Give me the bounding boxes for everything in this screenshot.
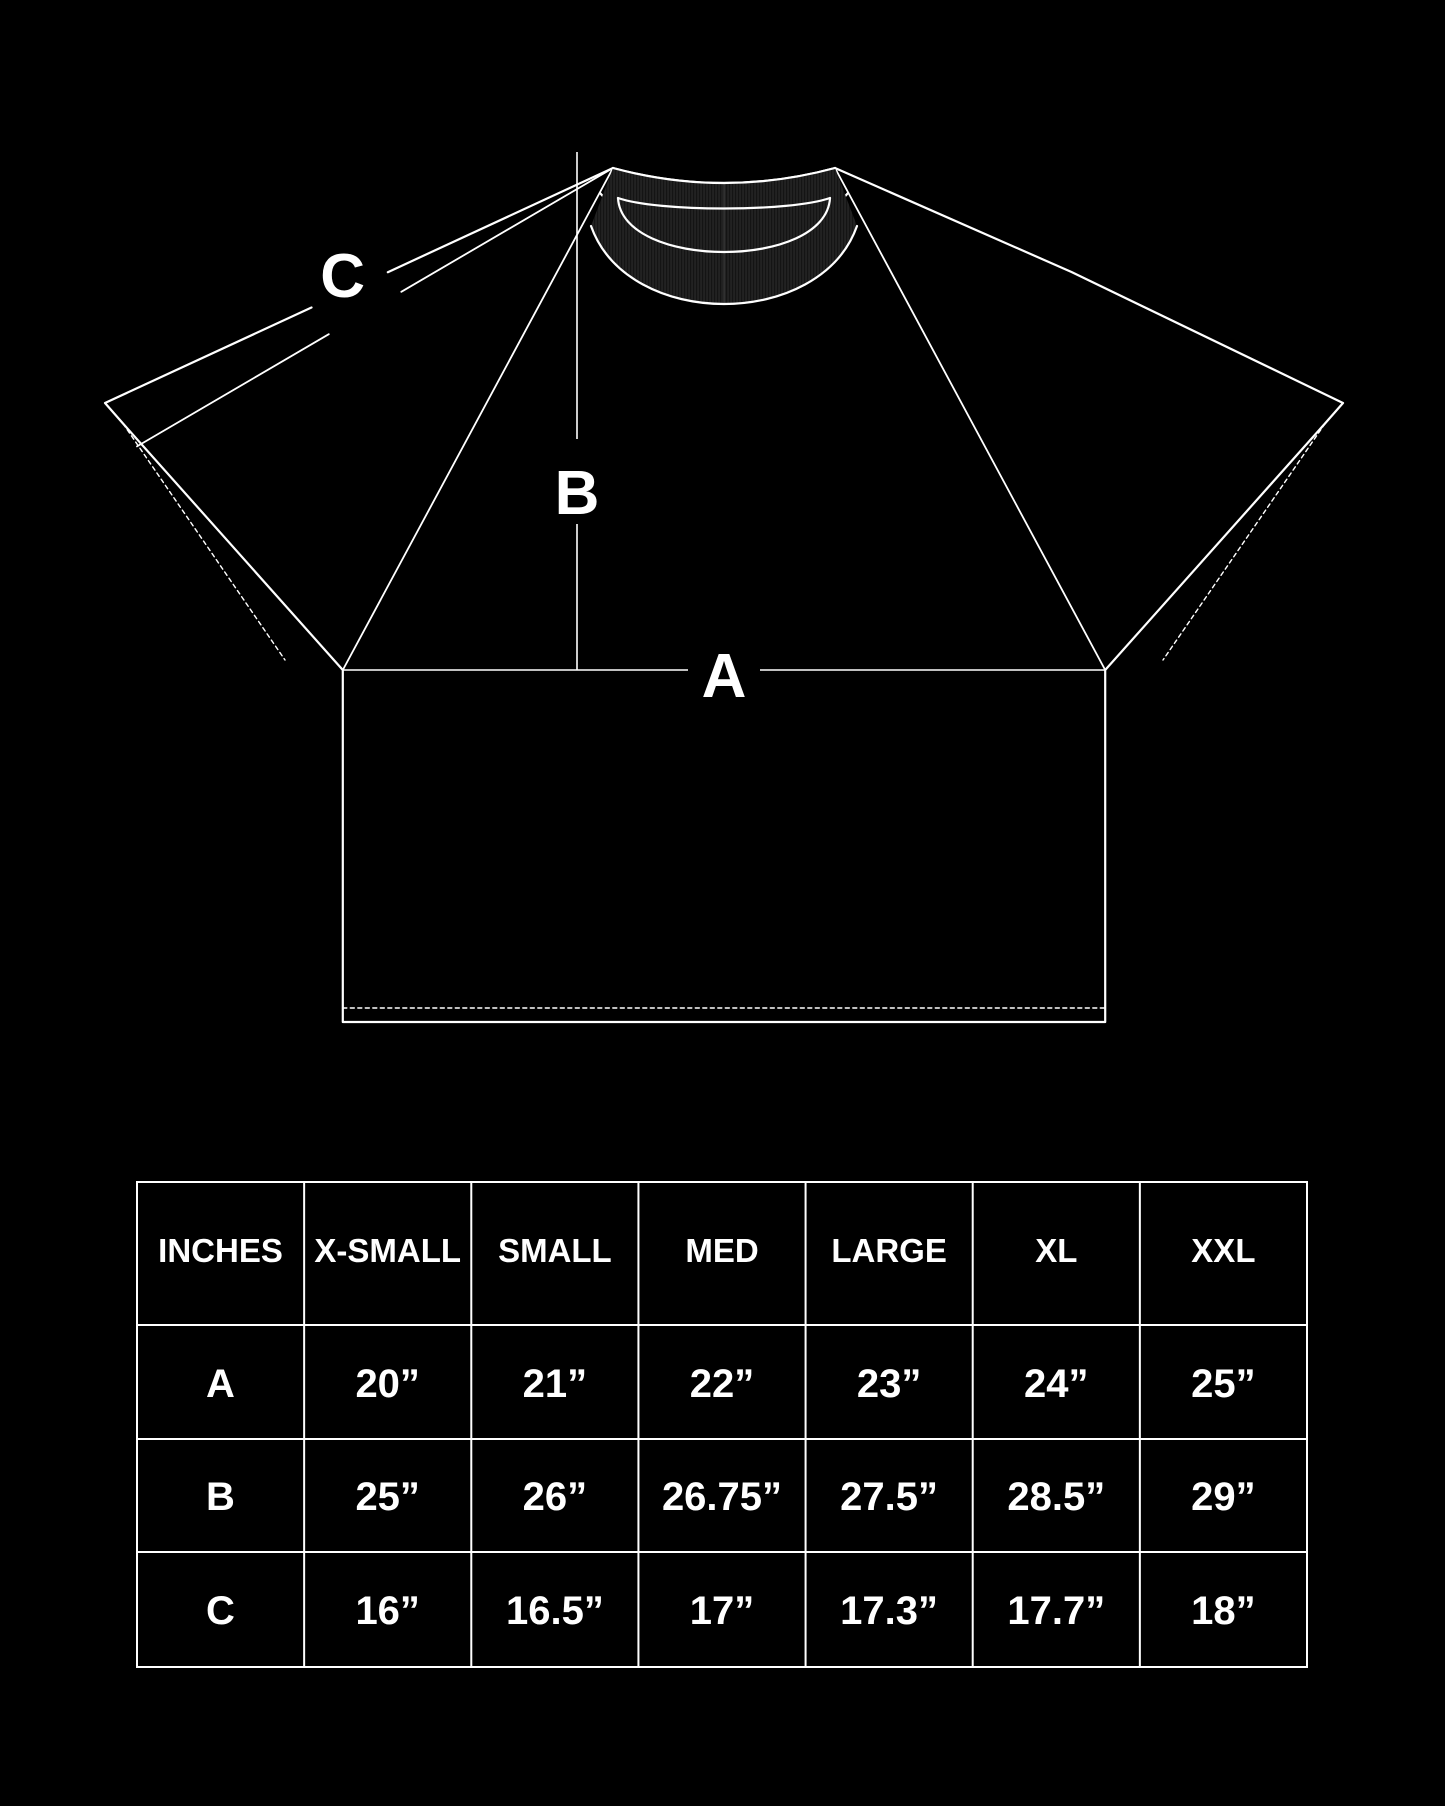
svg-text:21”: 21”	[523, 1362, 588, 1406]
svg-text:17”: 17”	[690, 1589, 755, 1633]
svg-text:17.7”: 17.7”	[1007, 1589, 1105, 1633]
svg-text:INCHES: INCHES	[158, 1232, 283, 1269]
svg-text:16.5”: 16.5”	[506, 1589, 604, 1633]
svg-text:23”: 23”	[857, 1362, 922, 1406]
svg-text:X-SMALL: X-SMALL	[314, 1232, 461, 1269]
svg-text:25”: 25”	[355, 1475, 420, 1519]
svg-text:17.3”: 17.3”	[840, 1589, 938, 1633]
svg-text:A: A	[702, 642, 747, 711]
svg-text:SMALL: SMALL	[498, 1232, 612, 1269]
svg-text:20”: 20”	[355, 1362, 420, 1406]
svg-text:25”: 25”	[1191, 1362, 1256, 1406]
svg-text:26”: 26”	[523, 1475, 588, 1519]
svg-text:XL: XL	[1035, 1232, 1077, 1269]
svg-text:18”: 18”	[1191, 1589, 1256, 1633]
svg-text:26.75”: 26.75”	[662, 1475, 782, 1519]
svg-text:MED: MED	[685, 1232, 758, 1269]
svg-text:28.5”: 28.5”	[1007, 1475, 1105, 1519]
svg-text:24”: 24”	[1024, 1362, 1089, 1406]
svg-text:B: B	[555, 459, 600, 528]
svg-text:22”: 22”	[690, 1362, 755, 1406]
svg-text:C: C	[206, 1589, 235, 1633]
svg-text:A: A	[206, 1362, 235, 1406]
svg-text:B: B	[206, 1475, 235, 1519]
svg-text:27.5”: 27.5”	[840, 1475, 938, 1519]
svg-text:XXL: XXL	[1191, 1232, 1255, 1269]
svg-text:C: C	[320, 242, 365, 311]
svg-text:29”: 29”	[1191, 1475, 1256, 1519]
svg-text:16”: 16”	[355, 1589, 420, 1633]
svg-text:LARGE: LARGE	[831, 1232, 947, 1269]
